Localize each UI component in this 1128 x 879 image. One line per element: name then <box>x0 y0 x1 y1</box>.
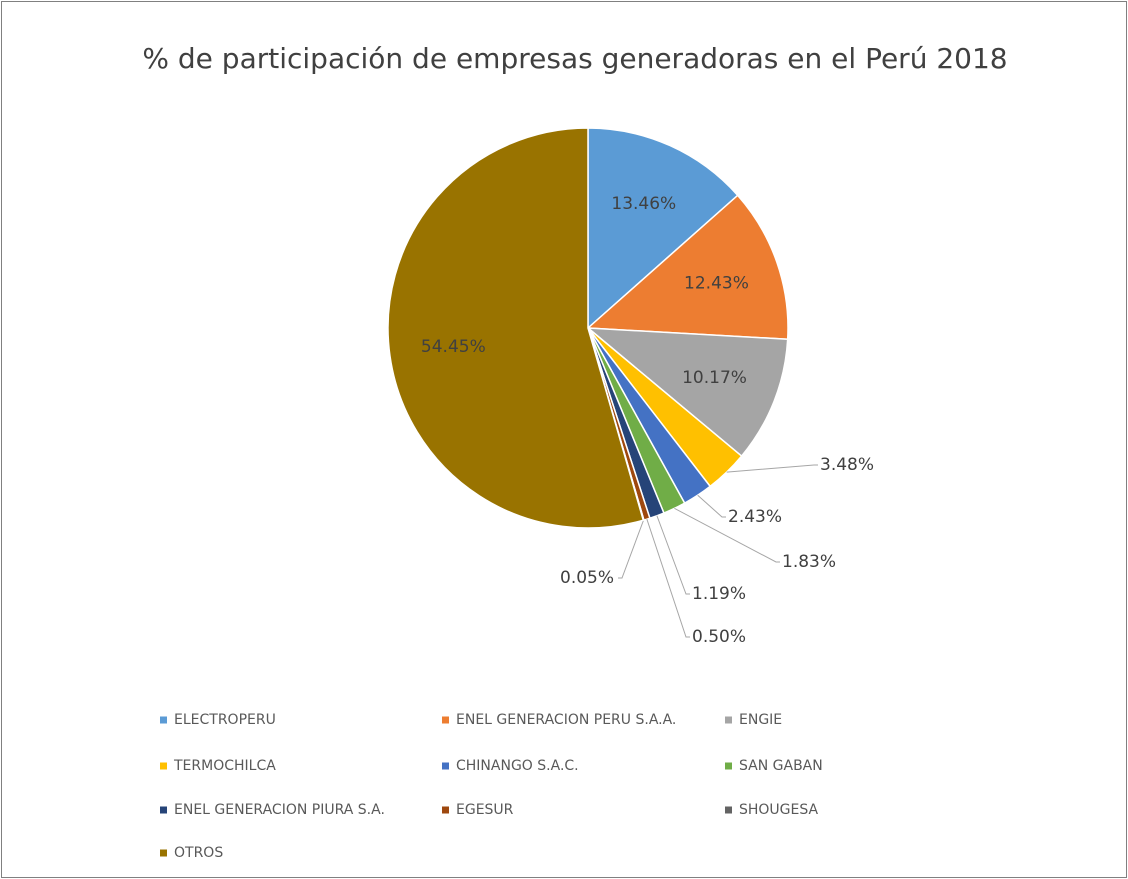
chart-title: % de participación de empresas generador… <box>142 42 1007 75</box>
leader-line <box>726 464 818 473</box>
leader-line <box>618 519 645 579</box>
legend-label: EGESUR <box>456 802 514 818</box>
legend-swatch <box>442 716 449 724</box>
pie-slice <box>585 327 789 458</box>
legend-label: ELECTROPERU <box>174 712 276 728</box>
legend-label: ENGIE <box>739 712 782 728</box>
data-label: 13.46% <box>611 194 676 214</box>
data-label: 0.50% <box>692 627 746 647</box>
legend-label: ENEL GENERACION PIURA S.A. <box>174 802 385 818</box>
legend-swatch <box>160 806 167 814</box>
pie-slice <box>586 194 789 341</box>
legend-label: ENEL GENERACION PERU S.A.A. <box>456 712 676 728</box>
data-label: 1.19% <box>692 584 746 604</box>
data-label: 1.83% <box>782 552 836 572</box>
legend-swatch <box>725 716 732 724</box>
leader-line <box>656 515 690 595</box>
data-label: 12.43% <box>684 273 749 293</box>
legend-label: TERMOCHILCA <box>173 758 276 774</box>
legend-label: CHINANGO S.A.C. <box>456 758 579 774</box>
legend-swatch <box>160 762 167 770</box>
data-label: 10.17% <box>682 368 747 388</box>
legend-swatch <box>160 849 167 857</box>
legend-swatch <box>725 806 732 814</box>
legend-swatch <box>160 716 167 724</box>
legend-swatch <box>442 762 449 770</box>
leader-line <box>697 494 726 518</box>
leader-line <box>674 507 780 563</box>
data-label: 0.05% <box>560 568 614 588</box>
legend-label: OTROS <box>174 845 223 861</box>
pie-slice <box>587 127 739 330</box>
data-label: 2.43% <box>728 507 782 527</box>
legend-swatch <box>725 762 732 770</box>
data-label: 54.45% <box>421 337 486 357</box>
leader-line <box>646 518 690 638</box>
pie-slice <box>387 127 645 529</box>
legend-label: SHOUGESA <box>739 802 819 818</box>
legend-swatch <box>442 806 449 814</box>
legend-label: SAN GABAN <box>739 758 823 774</box>
data-label: 3.48% <box>820 455 874 475</box>
